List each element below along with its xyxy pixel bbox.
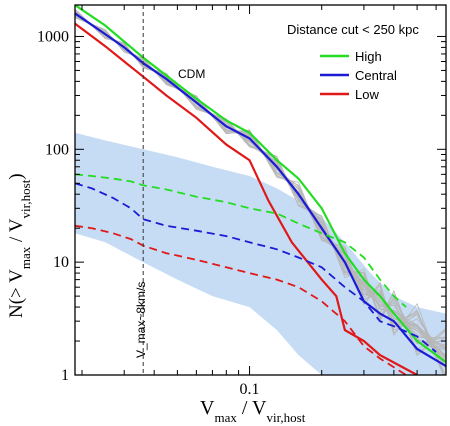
series-layer <box>75 5 446 375</box>
y-tick-label: 1000 <box>37 28 69 45</box>
legend-title: Distance cut < 250 kpc <box>287 22 419 37</box>
tick-labels: 1 10 100 1000 0.1 <box>37 28 260 398</box>
series-central <box>75 12 446 368</box>
series-low-dashed <box>75 224 407 375</box>
plot-frame <box>74 4 447 376</box>
series-high <box>75 5 446 363</box>
series-central-dashed <box>75 182 437 353</box>
y-axis-title: N(> Vmax / Vvir,host) <box>6 173 33 318</box>
cdm-label: CDM <box>178 67 205 81</box>
vline-label-text: V_max~8km/s <box>134 282 148 358</box>
legend-label-high: High <box>355 49 382 64</box>
legend-label-central: Central <box>355 68 397 83</box>
y-tick-label: 10 <box>53 254 69 271</box>
cdm-curve <box>75 14 446 368</box>
legend: Distance cut < 250 kpc High Central Low <box>287 22 419 102</box>
vline-label: V_max~8km/s <box>134 282 148 358</box>
spread-band <box>75 132 446 375</box>
x-axis-title: Vmax / Vvir,host <box>200 397 306 425</box>
axis-ticks <box>75 5 446 376</box>
legend-label-low: Low <box>355 87 379 102</box>
cdm-curve <box>75 11 446 353</box>
y-tick-label: 1 <box>61 367 69 384</box>
y-tick-label: 100 <box>45 141 69 158</box>
series-high-dashed <box>75 173 407 308</box>
spread-band-layer <box>75 132 446 375</box>
series-low <box>75 22 418 375</box>
x-tick-label: 0.1 <box>240 381 260 398</box>
